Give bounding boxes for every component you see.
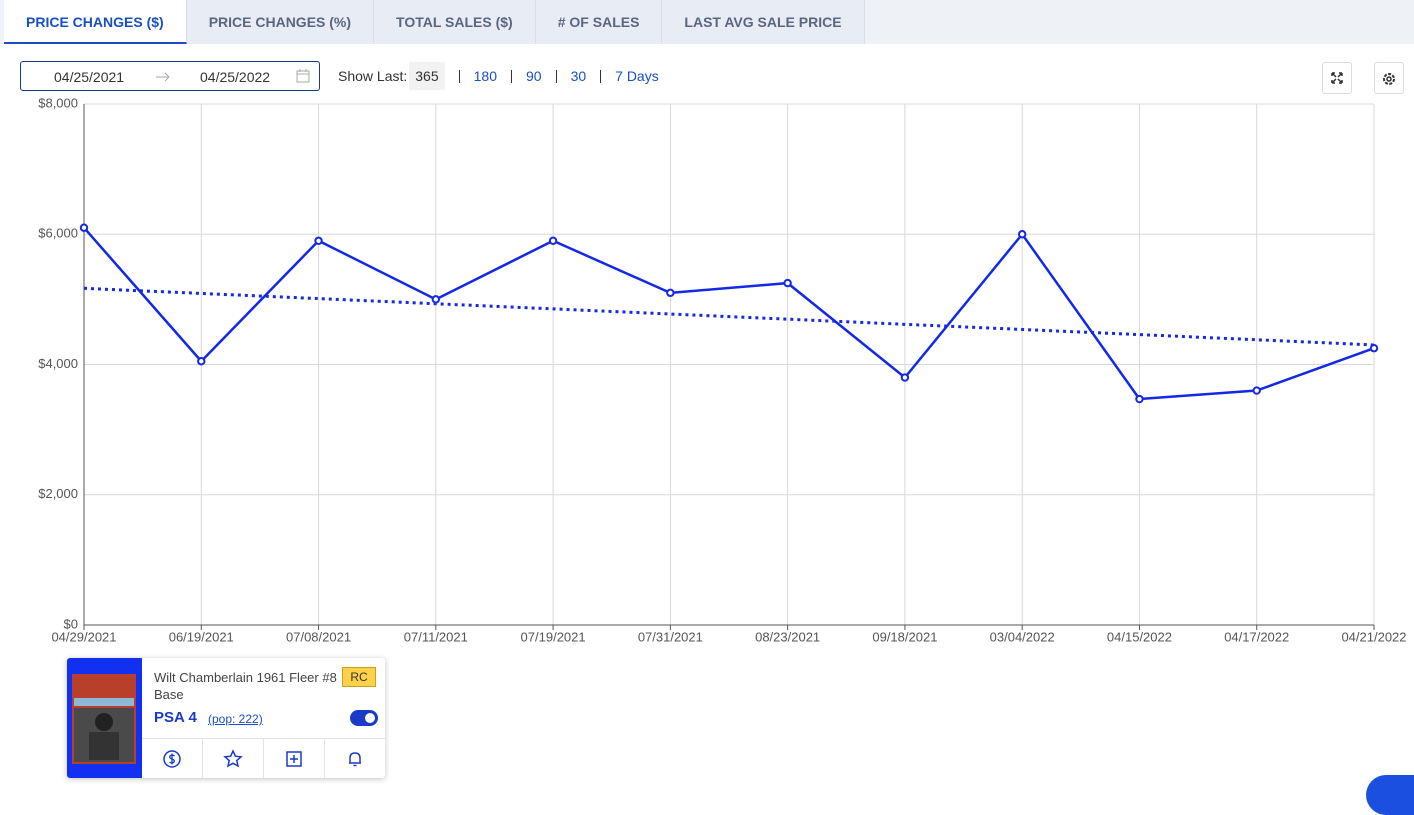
data-point (548, 236, 558, 245)
range-option[interactable]: 30 (570, 68, 587, 84)
tab[interactable]: PRICE CHANGES (%) (186, 0, 375, 44)
x-tick-label: 04/15/2022 (1107, 629, 1172, 644)
card-image (72, 674, 136, 764)
star-icon (223, 749, 243, 768)
tab[interactable]: PRICE CHANGES ($) (4, 0, 187, 44)
data-point (431, 295, 441, 304)
separator (510, 69, 512, 83)
chart: $0 $2,000 $4,000 $6,000 $8,000 04/29/2021 06/1… (38, 95, 1406, 644)
x-tick-label: 07/31/2021 (638, 629, 703, 644)
fullscreen-icon (1331, 72, 1343, 84)
y-tick-label: $6,000 (38, 226, 78, 241)
arrow-icon (156, 72, 170, 82)
pop-link[interactable]: (pop: 222) (208, 712, 263, 726)
favorite-button[interactable] (203, 739, 264, 778)
show-last-label: Show Last: (338, 68, 408, 84)
tab[interactable]: TOTAL SALES ($) (374, 0, 536, 44)
trend-line (83, 286, 1375, 347)
tab[interactable]: # OF SALES (535, 0, 663, 44)
range-option[interactable]: 180 (473, 68, 497, 84)
y-tick-label: $4,000 (38, 356, 78, 371)
separator (458, 69, 460, 83)
y-tick-label: $0 (64, 616, 78, 631)
data-point (314, 236, 323, 245)
data-point (900, 373, 910, 382)
card-name: Wilt Chamberlain 1961 Fleer #8 Base (154, 670, 337, 702)
data-point (1369, 344, 1379, 353)
chat-button[interactable] (1366, 775, 1414, 815)
bell-icon (349, 752, 361, 767)
calendar-icon (296, 69, 310, 83)
gear-icon (1383, 73, 1395, 85)
data-point (666, 288, 675, 298)
toggle[interactable] (350, 710, 378, 726)
x-tick-label: 04/21/2022 (1341, 629, 1406, 644)
add-button[interactable] (264, 739, 325, 778)
data-point (1135, 394, 1144, 404)
data-point (79, 223, 89, 232)
separator (555, 69, 557, 83)
x-tick-label: 04/29/2021 (51, 629, 116, 644)
range-option[interactable]: 90 (525, 68, 542, 84)
x-tick-label: 07/08/2021 (286, 629, 351, 644)
x-tick-label: 07/11/2021 (404, 629, 468, 644)
price-button[interactable] (142, 739, 203, 778)
x-tick-label: 09/18/2021 (872, 629, 937, 644)
settings-button[interactable] (1374, 62, 1404, 94)
grade: PSA 4 (154, 709, 197, 726)
data-point (1017, 230, 1027, 239)
tab[interactable]: LAST AVG SALE PRICE (662, 0, 865, 44)
x-tick-label: 06/19/2021 (169, 629, 234, 644)
show-last: Show Last: 365 180 90 30 7 Days (338, 61, 659, 91)
data-point (1252, 386, 1261, 395)
start-date[interactable]: 04/25/2021 (54, 69, 125, 85)
separator (600, 69, 602, 83)
x-tick-label: 03/04/2022 (990, 629, 1055, 644)
data-point (783, 278, 792, 288)
x-tick-label: 04/17/2022 (1224, 629, 1289, 644)
end-date[interactable]: 04/25/2022 (200, 69, 271, 85)
date-range[interactable]: 04/25/2021 04/25/2022 (20, 61, 320, 91)
range-option[interactable]: 7 Days (615, 68, 659, 84)
dollar-icon (163, 750, 181, 768)
card-actions (142, 738, 385, 778)
rc-badge: RC (342, 667, 376, 687)
plus-icon (286, 751, 302, 767)
data-point (197, 357, 206, 366)
x-tick-label: 08/23/2021 (755, 629, 820, 644)
fullscreen-button[interactable] (1322, 62, 1352, 94)
alert-button[interactable] (325, 739, 385, 778)
current-range: 365 (409, 62, 445, 90)
y-tick-label: $2,000 (38, 486, 78, 501)
card: Wilt Chamberlain 1961 Fleer #8 Base RC P… (67, 658, 385, 778)
x-tick-label: 07/19/2021 (521, 629, 586, 644)
card-image-strip (67, 658, 142, 778)
y-tick-label: $8,000 (38, 95, 78, 110)
price-line (83, 226, 1375, 401)
tab-bar: PRICE CHANGES ($) PRICE CHANGES (%) TOTAL … (0, 0, 1414, 44)
